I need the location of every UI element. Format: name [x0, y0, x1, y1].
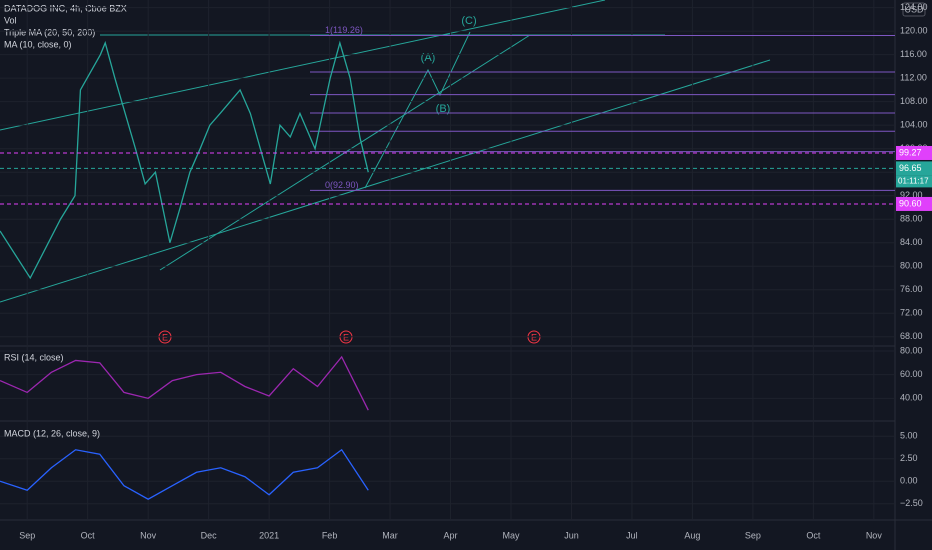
- price-label-box: [896, 145, 932, 160]
- indicator-label: Vol: [4, 15, 17, 25]
- y-tick-label: 76.00: [900, 284, 923, 294]
- pane-title: RSI (14, close): [4, 352, 64, 362]
- price-label-box: [896, 161, 932, 176]
- indicator-label: MA (10, close, 0): [4, 39, 72, 49]
- x-tick-label: Nov: [866, 530, 883, 540]
- y-tick-label: 80.00: [900, 261, 923, 271]
- x-tick-label: Oct: [806, 530, 821, 540]
- y-tick-label: 116.00: [900, 49, 927, 59]
- y-tick-label: 72.00: [900, 308, 923, 318]
- x-tick-label: Sep: [19, 530, 35, 540]
- x-tick-label: Dec: [201, 530, 218, 540]
- countdown-box: [896, 175, 932, 188]
- y-tick-label: −2.50: [900, 498, 923, 508]
- y-tick-label: 92.00: [900, 190, 923, 200]
- y-tick-label: 88.00: [900, 214, 923, 224]
- price-label: 99.27: [899, 147, 922, 157]
- x-tick-label: Jul: [626, 530, 638, 540]
- fib-label: 1(119.26): [325, 25, 363, 35]
- y-tick-label: 80.00: [900, 345, 923, 355]
- x-tick-label: Apr: [444, 530, 458, 540]
- fib-label: 0(92.90): [325, 180, 359, 190]
- y-tick-label: 104.00: [900, 120, 928, 130]
- earnings-label: E: [343, 332, 349, 342]
- x-tick-label: Sep: [745, 530, 761, 540]
- y-tick-label: 40.00: [900, 393, 923, 403]
- x-tick-label: May: [502, 530, 520, 540]
- y-tick-label: 0.00: [900, 476, 918, 486]
- indicator-label: Triple MA (20, 50, 200): [4, 27, 95, 37]
- wave-label: (C): [461, 15, 476, 27]
- y-tick-label: 60.00: [900, 369, 923, 379]
- y-tick-label: 124.00: [900, 2, 928, 12]
- y-tick-label: 108.00: [900, 96, 928, 106]
- earnings-label: E: [531, 332, 537, 342]
- y-tick-label: 112.00: [900, 73, 927, 83]
- y-tick-label: 120.00: [900, 26, 928, 36]
- wave-label: (A): [421, 52, 436, 64]
- currency-box[interactable]: [902, 2, 926, 17]
- currency[interactable]: USD: [904, 4, 924, 14]
- wave-label: (B): [436, 103, 451, 115]
- y-tick-label: 5.00: [900, 431, 918, 441]
- pane-title: MACD (12, 26, close, 9): [4, 428, 100, 438]
- y-tick-label: 2.50: [900, 453, 918, 463]
- x-tick-label: Nov: [140, 530, 157, 540]
- price-line: [0, 448, 369, 500]
- price-line: [0, 40, 369, 280]
- x-tick-label: 2021: [259, 530, 279, 540]
- price-line: [0, 355, 369, 411]
- x-tick-label: Mar: [382, 530, 398, 540]
- x-tick-label: Feb: [322, 530, 338, 540]
- price-label: 90.60: [899, 198, 922, 208]
- y-tick-label: 84.00: [900, 237, 923, 247]
- x-tick-label: Oct: [81, 530, 96, 540]
- countdown: 01:11:17: [898, 176, 929, 185]
- price-label-box: [896, 196, 932, 211]
- price-label: 96.65: [899, 163, 922, 173]
- x-tick-label: Aug: [684, 530, 700, 540]
- x-tick-label: Jun: [564, 530, 579, 540]
- y-tick-label: 68.00: [900, 331, 923, 341]
- earnings-label: E: [162, 332, 168, 342]
- symbol-title: DATADOG INC, 4h, Cboe BZX: [4, 3, 127, 13]
